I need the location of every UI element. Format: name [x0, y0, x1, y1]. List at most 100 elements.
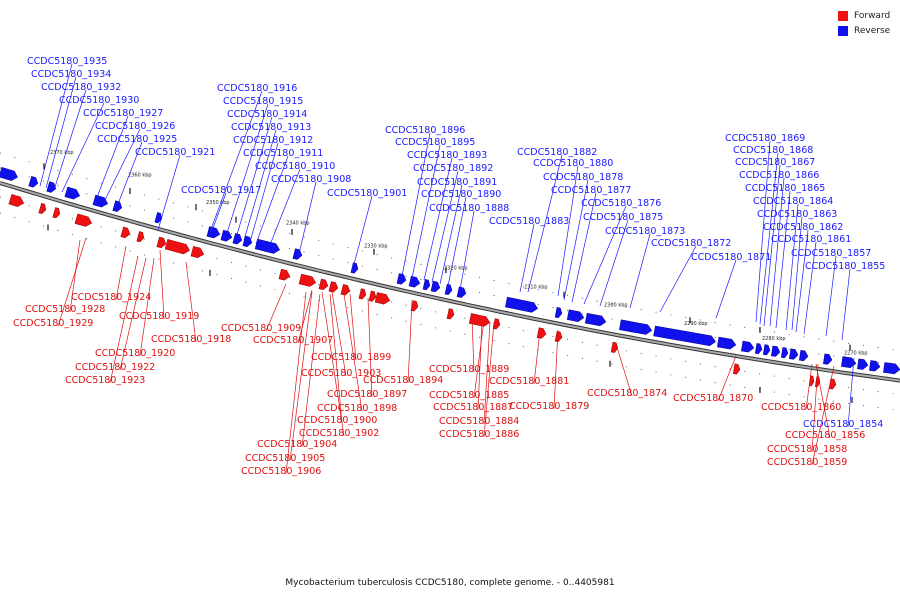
- forward-gene-arrow: [190, 246, 205, 259]
- reverse-gene-label-leader: [459, 210, 475, 291]
- reverse-gene-label-leader: [255, 155, 289, 245]
- forward-gene-label-leader: [321, 291, 345, 437]
- reverse-gene-label: CCDC5180_1865: [745, 183, 825, 194]
- forward-gene-label-leader: [805, 363, 813, 411]
- reverse-gene-arrow: [456, 286, 467, 298]
- forward-gene-label: CCDC5180_1898: [317, 403, 397, 414]
- reverse-gene-label: CCDC5180_1901: [327, 188, 407, 199]
- reverse-gene: [396, 273, 407, 285]
- reverse-gene-label: CCDC5180_1864: [753, 196, 833, 207]
- reverse-gene-arrow: [789, 348, 799, 360]
- reverse-gene-arrow: [242, 235, 253, 248]
- forward-gene-label-leader: [119, 257, 147, 371]
- forward-gene-label: CCDC5180_1906: [241, 466, 321, 477]
- reverse-gene-arrow: [799, 349, 809, 362]
- forward-gene-label: CCDC5180_1920: [95, 348, 175, 359]
- legend-label-reverse: Reverse: [854, 25, 891, 36]
- forward-gene-label-leader: [477, 319, 483, 411]
- reverse-gene-label: CCDC5180_1878: [543, 172, 623, 183]
- reverse-gene: [408, 275, 421, 288]
- reverse-gene: [206, 226, 221, 239]
- reverse-gene-label: CCDC5180_1926: [95, 121, 175, 132]
- forward-gene-label: CCDC5180_1858: [767, 444, 847, 455]
- reverse-gene-label-leader: [235, 116, 273, 239]
- legend-swatch-forward: [838, 10, 848, 21]
- reverse-gene-arrow: [430, 280, 441, 293]
- reverse-gene-label-leader: [795, 229, 809, 333]
- reverse-gene-label-leader: [157, 154, 181, 231]
- forward-gene-label-leader: [811, 365, 835, 466]
- reverse-gene-arrow: [350, 262, 359, 274]
- reverse-gene-label-leader: [527, 154, 563, 293]
- reverse-gene-arrow: [232, 233, 243, 245]
- forward-gene-label: CCDC5180_1905: [245, 453, 325, 464]
- reverse-gene-arrow: [206, 226, 221, 239]
- reverse-gene-label-leader: [209, 90, 263, 233]
- reverse-gene-arrow: [857, 358, 869, 370]
- reverse-gene: [28, 176, 39, 188]
- forward-gene-label: CCDC5180_1886: [439, 429, 519, 440]
- reverse-gene: [554, 307, 563, 319]
- reverse-gene-label: CCDC5180_1892: [413, 163, 493, 174]
- reverse-gene: [505, 296, 539, 313]
- forward-gene-label: CCDC5180_1924: [71, 292, 151, 303]
- forward-gene-arrow: [536, 327, 547, 339]
- position-tick-label: 2320 kbp: [444, 266, 468, 272]
- forward-gene: [8, 194, 25, 207]
- reverse-gene: [456, 286, 467, 298]
- reverse-gene-label-leader: [39, 63, 73, 187]
- forward-gene-label: CCDC5180_1923: [65, 375, 145, 386]
- forward-gene-label-leader: [815, 363, 831, 439]
- forward-gene-label: CCDC5180_1899: [311, 352, 391, 363]
- reverse-gene-arrow: [154, 212, 163, 224]
- forward-gene-arrow: [446, 308, 455, 320]
- reverse-gene-label: CCDC5180_1910: [255, 161, 335, 172]
- reverse-gene-label: CCDC5180_1891: [417, 177, 497, 188]
- reverse-gene-arrow: [554, 307, 563, 319]
- forward-gene-label-leader: [407, 299, 413, 384]
- reverse-gene-arrow: [408, 275, 421, 288]
- reverse-gene-arrow: [444, 283, 453, 296]
- reverse-gene-label-leader: [243, 129, 277, 241]
- forward-gene: [328, 281, 339, 293]
- position-tick-label: 2340 kbp: [286, 221, 310, 227]
- forward-gene-label: CCDC5180_1897: [327, 389, 407, 400]
- reverse-gene-arrow: [717, 336, 737, 350]
- forward-gene-label-leader: [185, 261, 197, 343]
- reverse-gene-label: CCDC5180_1932: [41, 82, 121, 93]
- forward-gene-label-leader: [615, 343, 633, 397]
- position-tick-label: 2280 kbp: [762, 336, 786, 342]
- reverse-gene-label: CCDC5180_1913: [231, 122, 311, 133]
- reverse-gene-label-leader: [841, 268, 851, 341]
- reverse-gene-label: CCDC5180_1908: [271, 174, 351, 185]
- position-tick-label: 2300 kbp: [604, 303, 628, 309]
- forward-gene-arrow: [829, 378, 837, 390]
- reverse-gene-label-leader: [423, 157, 453, 281]
- reverse-gene-label-leader: [267, 168, 301, 251]
- forward-gene-label-leader: [471, 317, 475, 373]
- reverse-gene-label: CCDC5180_1871: [691, 252, 771, 263]
- caption: Mycobacterium tuberculosis CCDC5180, com…: [285, 578, 615, 588]
- forward-gene-label-leader: [483, 321, 495, 438]
- reverse-gene-arrow: [28, 176, 39, 188]
- reverse-gene: [112, 200, 123, 212]
- reverse-gene: [430, 280, 441, 293]
- forward-gene: [52, 207, 61, 219]
- reverse-gene-label-leader: [225, 103, 269, 237]
- reverse-gene: [789, 348, 799, 360]
- reverse-gene-label-leader: [629, 233, 651, 309]
- reverse-gene-label-leader: [209, 192, 227, 237]
- reverse-gene: [653, 325, 716, 346]
- reverse-gene-arrow: [780, 347, 789, 359]
- forward-gene-arrow: [156, 236, 167, 249]
- forward-gene: [136, 231, 145, 243]
- forward-gene-label-leader: [265, 283, 287, 332]
- position-tick-label: 2310 kbp: [524, 285, 548, 291]
- forward-gene-arrow: [318, 278, 329, 291]
- legend: Forward Reverse: [838, 8, 890, 38]
- reverse-gene: [883, 362, 900, 375]
- reverse-gene-label: CCDC5180_1873: [605, 226, 685, 237]
- forward-gene-label-leader: [159, 249, 165, 320]
- reverse-gene: [242, 235, 253, 248]
- position-tick-label: 2330 kbp: [364, 243, 388, 249]
